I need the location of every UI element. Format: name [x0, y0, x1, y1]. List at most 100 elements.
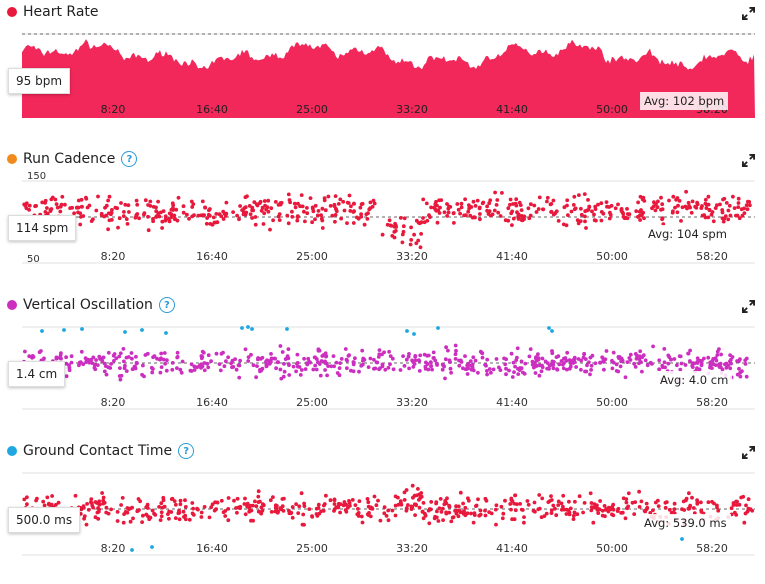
expand-icon[interactable]	[742, 300, 755, 313]
expand-icon[interactable]	[742, 7, 755, 20]
expand-icon[interactable]	[742, 154, 755, 167]
data-point	[202, 361, 207, 365]
data-point	[539, 369, 544, 374]
data-point	[494, 522, 498, 527]
data-point	[334, 360, 339, 365]
data-point	[367, 511, 371, 515]
data-point	[67, 363, 71, 368]
data-point	[735, 372, 740, 377]
data-point	[377, 348, 382, 352]
data-point	[301, 512, 306, 517]
help-icon[interactable]: ?	[158, 297, 175, 313]
panel-title: Vertical Oscillation	[23, 297, 153, 313]
data-point	[697, 368, 702, 372]
data-point	[461, 501, 465, 506]
data-point	[382, 511, 387, 516]
data-point	[434, 361, 439, 366]
data-point	[478, 512, 483, 517]
data-point	[341, 503, 346, 508]
data-point	[507, 368, 511, 373]
data-point	[271, 495, 275, 499]
data-point	[565, 350, 570, 355]
data-point	[519, 359, 524, 364]
data-point	[527, 354, 532, 359]
data-point	[471, 520, 476, 525]
vertical-oscillation-chart[interactable]: 8:20 16:40 25:00 33:20 41:40 50:00 58:20	[22, 323, 755, 411]
data-point	[386, 508, 391, 513]
data-point	[78, 211, 83, 216]
data-point	[126, 355, 131, 359]
data-point	[450, 515, 455, 520]
data-point	[302, 504, 307, 508]
average-label: Avg: 102 bpm	[640, 92, 729, 110]
data-point	[318, 373, 323, 378]
y-axis-max-label: 150	[27, 171, 47, 182]
run-cadence-chart[interactable]: 8:20 16:40 25:00 33:20 41:40 50:00 58:20	[22, 177, 755, 265]
data-point	[448, 366, 453, 371]
data-point	[695, 502, 700, 506]
data-point	[731, 194, 735, 199]
data-point	[616, 506, 621, 511]
data-point	[746, 199, 750, 204]
data-point	[582, 501, 587, 505]
data-point	[362, 222, 367, 227]
data-point	[128, 506, 133, 511]
data-point	[213, 500, 218, 505]
data-point	[281, 509, 286, 513]
data-point	[258, 369, 262, 374]
data-point	[75, 205, 80, 210]
data-point	[660, 202, 665, 207]
data-point	[286, 362, 291, 366]
data-point	[235, 496, 240, 501]
data-point	[660, 217, 664, 222]
data-point	[444, 345, 448, 350]
data-point	[571, 203, 576, 207]
data-point	[245, 501, 250, 506]
data-point	[604, 200, 609, 204]
data-point	[409, 238, 414, 242]
data-point	[549, 511, 554, 515]
data-point	[512, 370, 516, 374]
ground-contact-time-chart[interactable]: 8:20 16:40 25:00 33:20 41:40 50:00 58:20	[22, 469, 755, 557]
data-point	[199, 354, 204, 358]
data-point	[95, 363, 100, 367]
data-point	[173, 516, 178, 520]
data-point	[95, 510, 100, 515]
x-tick-label: 50:00	[596, 396, 628, 409]
data-point	[586, 198, 590, 202]
data-point	[536, 507, 541, 512]
data-point	[427, 521, 432, 526]
data-point	[316, 502, 321, 507]
help-icon[interactable]: ?	[121, 151, 138, 167]
help-icon[interactable]: ?	[178, 443, 195, 459]
data-point	[278, 367, 283, 372]
expand-icon[interactable]	[742, 446, 755, 459]
data-point	[627, 212, 632, 217]
data-point	[510, 375, 515, 379]
data-point	[59, 356, 63, 361]
data-point	[536, 356, 541, 361]
data-point	[106, 350, 111, 355]
data-point	[104, 372, 109, 377]
data-point	[269, 510, 274, 514]
data-point	[449, 519, 454, 524]
data-point	[332, 509, 336, 513]
data-point	[391, 367, 396, 372]
data-point	[230, 365, 234, 370]
data-point	[473, 204, 478, 208]
outlier-point	[412, 332, 416, 336]
data-point	[374, 503, 379, 508]
data-point	[159, 351, 164, 356]
data-point	[370, 204, 375, 209]
data-point	[693, 204, 698, 209]
data-point	[181, 509, 186, 514]
data-point	[134, 198, 139, 203]
data-point	[648, 511, 653, 515]
data-point	[421, 501, 426, 505]
average-label: Avg: 4.0 cm	[656, 371, 733, 389]
data-point	[121, 347, 126, 351]
data-point	[221, 209, 226, 214]
data-point	[202, 505, 207, 509]
data-point	[275, 510, 280, 515]
data-point	[551, 503, 556, 508]
